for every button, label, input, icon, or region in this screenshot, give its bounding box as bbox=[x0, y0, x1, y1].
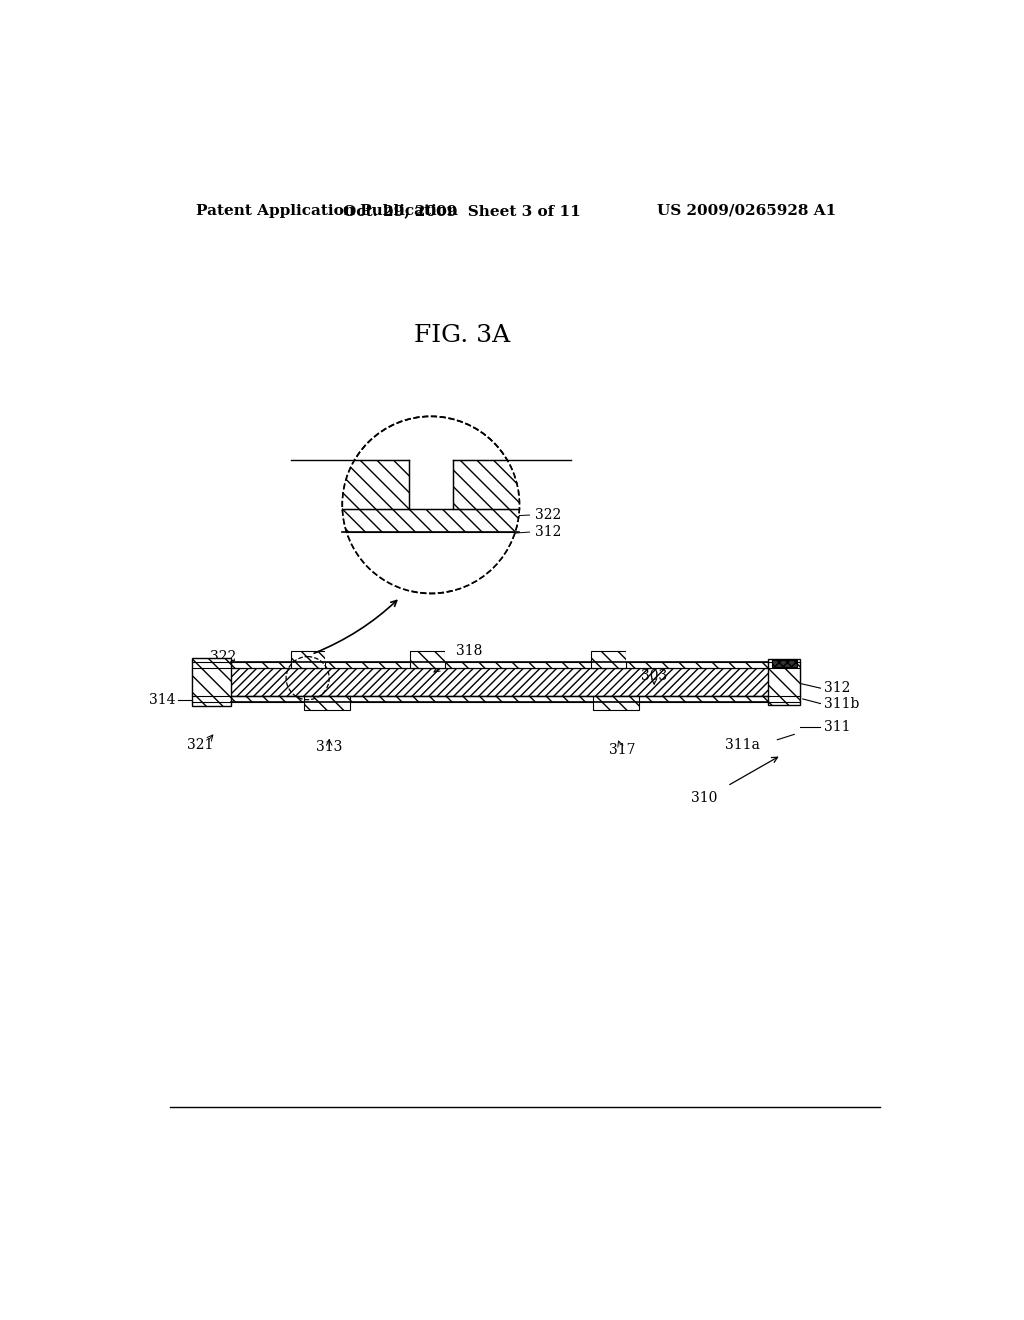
Bar bbox=[193, 668, 801, 696]
Text: 303: 303 bbox=[641, 669, 668, 682]
Bar bbox=[304, 696, 350, 710]
Text: 312: 312 bbox=[823, 681, 850, 696]
Bar bbox=[454, 461, 571, 508]
Text: 311b: 311b bbox=[823, 697, 859, 710]
Bar bbox=[772, 660, 797, 667]
Text: 322: 322 bbox=[535, 508, 561, 521]
Text: Patent Application Publication: Patent Application Publication bbox=[196, 203, 458, 218]
Bar bbox=[230, 663, 768, 668]
Bar bbox=[291, 651, 326, 668]
Bar bbox=[193, 659, 230, 706]
Bar bbox=[444, 651, 457, 663]
Text: 312: 312 bbox=[535, 525, 561, 539]
Text: 311: 311 bbox=[823, 719, 850, 734]
Bar bbox=[292, 461, 410, 508]
Bar bbox=[342, 532, 519, 590]
Text: 321: 321 bbox=[186, 738, 213, 752]
Bar bbox=[591, 651, 626, 668]
Text: US 2009/0265928 A1: US 2009/0265928 A1 bbox=[657, 203, 837, 218]
Bar bbox=[626, 651, 637, 663]
Bar bbox=[410, 651, 444, 668]
Text: Oct. 29, 2009  Sheet 3 of 11: Oct. 29, 2009 Sheet 3 of 11 bbox=[343, 203, 581, 218]
Text: 313: 313 bbox=[316, 741, 342, 755]
Bar bbox=[326, 651, 337, 663]
Bar bbox=[342, 508, 519, 532]
Bar bbox=[593, 696, 639, 710]
Text: 318: 318 bbox=[456, 644, 482, 659]
Circle shape bbox=[342, 416, 519, 594]
Text: 310: 310 bbox=[691, 791, 718, 804]
Text: 314: 314 bbox=[148, 693, 175, 706]
Bar bbox=[768, 659, 801, 705]
Text: 311a: 311a bbox=[725, 738, 760, 752]
Text: FIG. 3A: FIG. 3A bbox=[414, 323, 510, 347]
Text: 303: 303 bbox=[398, 440, 425, 454]
Text: 317: 317 bbox=[608, 743, 635, 756]
Text: 322: 322 bbox=[210, 651, 237, 664]
Bar bbox=[230, 696, 768, 702]
